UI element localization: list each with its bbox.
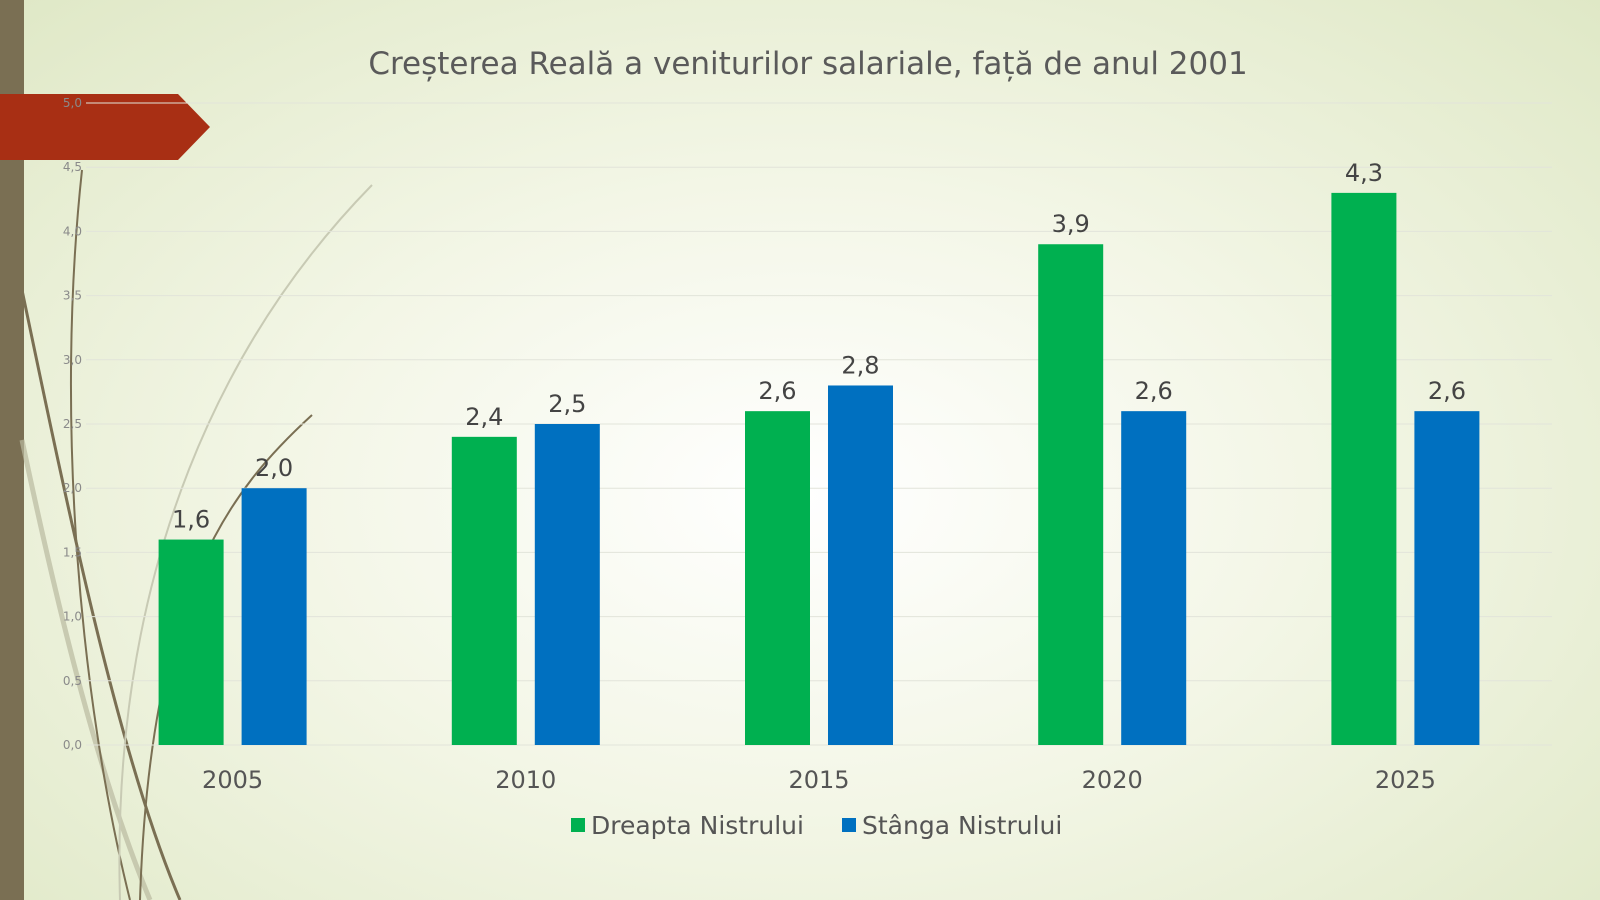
gridlines [86, 102, 1552, 746]
legend-swatch-dreapta [571, 818, 585, 832]
bar-dreapta-2005 [158, 539, 224, 745]
x-category-label: 2010 [495, 766, 556, 794]
x-category-label: 2015 [788, 766, 849, 794]
bar-stanga-2005 [241, 488, 307, 745]
chart-title: Creșterea Reală a veniturilor salariale,… [368, 46, 1247, 82]
data-label: 2,6 [1135, 377, 1173, 405]
bar-dreapta-2025 [1331, 192, 1397, 745]
bars [158, 192, 1480, 746]
y-tick-label: 4,0 [63, 224, 82, 238]
title-banner-shape [0, 94, 210, 160]
data-labels: 1,6 2,0 2,4 2,5 2,6 2,8 3,9 2,6 4,3 2,6 [172, 159, 1466, 534]
x-axis-categories: 2005 2010 2015 2020 2025 [202, 766, 1436, 794]
legend: Dreapta Nistrului Stânga Nistrului [571, 811, 1062, 840]
data-label: 1,6 [172, 506, 210, 534]
x-category-label: 2005 [202, 766, 263, 794]
bar-stanga-2025 [1414, 411, 1480, 745]
data-label: 2,4 [465, 403, 503, 431]
legend-label-dreapta: Dreapta Nistrului [591, 811, 804, 840]
legend-swatch-stanga [842, 818, 856, 832]
data-label: 2,8 [841, 351, 879, 379]
y-tick-label: 4,5 [63, 160, 82, 174]
data-label: 4,3 [1345, 159, 1383, 187]
data-label: 2,5 [548, 390, 586, 418]
legend-label-stanga: Stânga Nistrului [862, 811, 1062, 840]
bar-stanga-2020 [1121, 411, 1187, 745]
data-label: 2,6 [758, 377, 796, 405]
data-label: 2,0 [255, 454, 293, 482]
y-axis-ticks: 0,0 0,5 1,0 1,5 2,0 2,5 3,0 3,5 4,0 4,5 5,0 [63, 96, 82, 752]
y-tick-label: 3,0 [63, 353, 82, 367]
y-tick-label: 2,0 [63, 481, 82, 495]
bar-dreapta-2010 [451, 436, 517, 745]
data-label: 3,9 [1052, 210, 1090, 238]
x-category-label: 2020 [1082, 766, 1143, 794]
y-tick-label: 3,5 [63, 289, 82, 303]
bar-stanga-2015 [828, 385, 893, 745]
y-tick-label: 1,0 [63, 610, 82, 624]
x-category-label: 2025 [1375, 766, 1436, 794]
bar-stanga-2010 [534, 424, 600, 745]
y-tick-label: 0,5 [63, 674, 82, 688]
data-label: 2,6 [1428, 377, 1466, 405]
y-tick-label: 1,5 [63, 545, 82, 559]
y-tick-label: 5,0 [63, 96, 82, 110]
bar-dreapta-2020 [1038, 244, 1104, 746]
bar-dreapta-2015 [745, 411, 810, 745]
y-tick-label: 2,5 [63, 417, 82, 431]
y-tick-label: 0,0 [63, 738, 82, 752]
decorative-swooshes [19, 169, 373, 900]
